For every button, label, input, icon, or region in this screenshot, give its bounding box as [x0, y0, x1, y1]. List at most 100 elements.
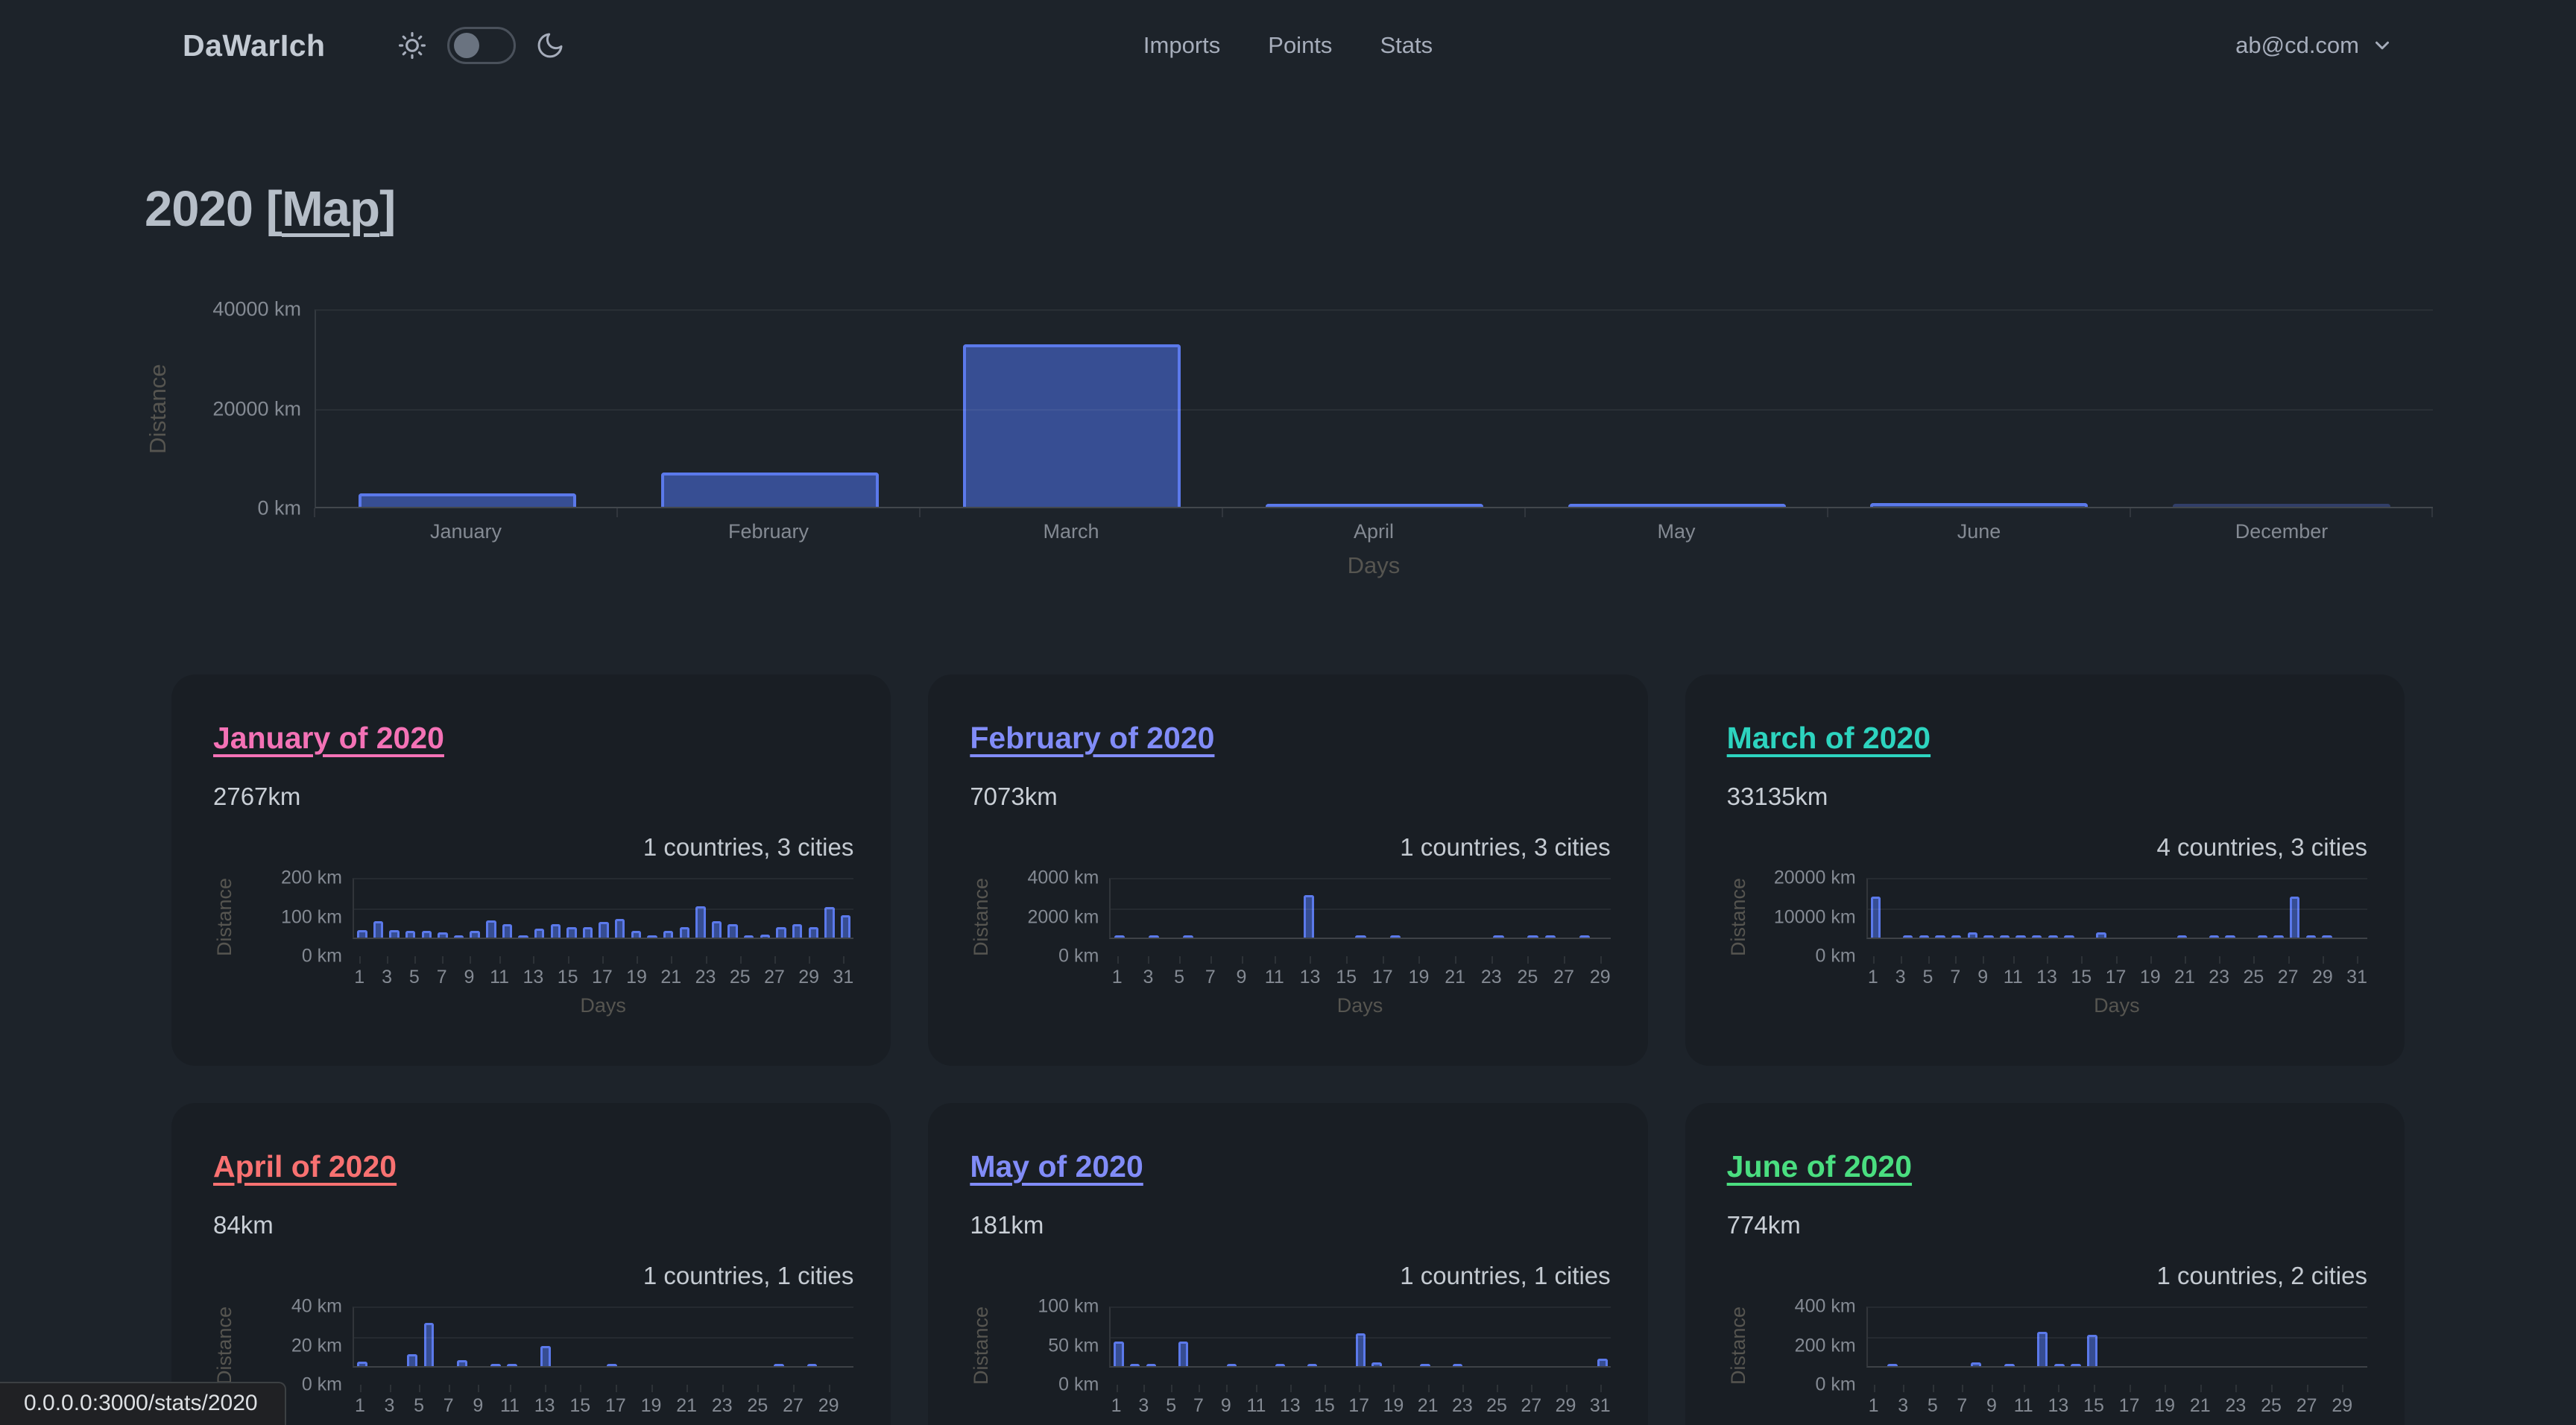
bar: [1903, 935, 1913, 938]
x-tick-label: [2104, 1385, 2119, 1417]
nav-item-points[interactable]: Points: [1268, 32, 1333, 58]
bar: [1226, 1364, 1237, 1366]
x-tick-label: [1187, 956, 1203, 988]
y-tick-label: 20 km: [291, 1335, 342, 1356]
bar-slot: [2012, 879, 2029, 938]
x-axis-title: Days: [2094, 994, 2140, 1017]
bar-slot: [1449, 1308, 1465, 1366]
bar-slot: [644, 879, 660, 938]
bar-slot: [2206, 879, 2223, 938]
plot-area: [1866, 1306, 2367, 1368]
month-link[interactable]: May of 2020: [970, 1149, 1143, 1184]
x-tick-label: 25: [2261, 1385, 2282, 1417]
bar-slot: [789, 879, 806, 938]
y-tick-label: 200 km: [281, 867, 342, 888]
x-tick-label: 13: [2048, 1385, 2068, 1417]
status-url: 0.0.0.0:3000/stats/2020: [0, 1382, 286, 1425]
x-tick-label: 15: [569, 1385, 590, 1417]
month-link[interactable]: June of 2020: [1726, 1149, 1913, 1184]
nav-item-imports[interactable]: Imports: [1143, 32, 1221, 58]
x-axis-title: Days: [1347, 552, 1401, 578]
nav-item-stats[interactable]: Stats: [1380, 32, 1433, 58]
x-tick-label: [2333, 956, 2346, 988]
app-logo: DaWarIch: [183, 28, 326, 63]
bar-slot: [1386, 879, 1404, 938]
month-link[interactable]: February of 2020: [970, 721, 1215, 755]
x-tick-label: 27: [2278, 956, 2299, 988]
x-tick-label: [1429, 956, 1445, 988]
bar-slot: [316, 311, 619, 507]
bar: [2257, 935, 2268, 938]
theme-switch[interactable]: [446, 27, 516, 64]
bar: [358, 493, 576, 507]
bar-slot: [596, 879, 612, 938]
theme-toggle[interactable]: [397, 27, 565, 64]
x-tick-label: [1881, 1385, 1895, 1417]
bar: [660, 472, 879, 507]
x-tick-label: 23: [712, 1385, 733, 1417]
account-menu[interactable]: ab@cd.com: [2235, 32, 2393, 59]
x-tick-label: [1963, 956, 1976, 988]
bar-slot: [1594, 1308, 1611, 1366]
bar: [421, 930, 432, 938]
x-tick-label: 1: [1109, 1385, 1123, 1417]
x-tick-label: 19: [1409, 956, 1429, 988]
x-tick-label: 21: [2174, 956, 2195, 988]
x-tick-label: [2033, 1385, 2048, 1417]
bar-slot: [1224, 1308, 1240, 1366]
x-tick-label: [1910, 1385, 1925, 1417]
x-tick-label: [839, 1385, 854, 1417]
y-tick-label: 40000 km: [212, 297, 301, 320]
bar-slot: [1900, 879, 1916, 938]
bar: [1148, 935, 1160, 938]
bar: [1114, 935, 1126, 938]
x-tick-label: [366, 956, 379, 988]
bar-slot: [628, 879, 645, 938]
x-tick-label: [2317, 1385, 2332, 1417]
x-tick-label: 31: [2346, 956, 2367, 988]
x-tick-label: 3: [382, 1385, 397, 1417]
x-tick-label: 21: [676, 1385, 697, 1417]
bar-slot: [1541, 879, 1559, 938]
x-tick-label: [2211, 1385, 2226, 1417]
bar-slot: [402, 879, 419, 938]
x-tick-label: [1233, 1385, 1246, 1417]
x-tick-label: 11: [500, 1385, 520, 1417]
month-link[interactable]: April of 2020: [213, 1149, 397, 1184]
bar-slot: [676, 879, 692, 938]
bar: [760, 935, 771, 938]
bar: [1265, 504, 1484, 507]
x-tick-label: 23: [1452, 1385, 1473, 1417]
map-link[interactable]: Map: [282, 181, 380, 237]
x-tick-label: [2229, 956, 2243, 988]
bar-slot: [921, 311, 1223, 507]
bar: [1597, 1358, 1608, 1366]
bar: [744, 935, 754, 938]
bar-slot: [487, 1308, 504, 1366]
x-tick-label: [1502, 956, 1518, 988]
x-tick-label: 1: [1109, 956, 1125, 988]
account-email: ab@cd.com: [2235, 32, 2359, 58]
x-axis-title: Days: [1866, 1423, 2367, 1425]
x-tick-label: 21: [660, 956, 681, 988]
month-link[interactable]: March of 2020: [1726, 721, 1931, 755]
bar: [1146, 1364, 1157, 1366]
x-tick-label: [716, 956, 729, 988]
x-tick-label: 7: [441, 1385, 456, 1417]
x-tick-label: [2068, 1385, 2083, 1417]
y-tick-label: 0 km: [1058, 945, 1099, 967]
month-link[interactable]: January of 2020: [213, 721, 444, 755]
x-axis-ticks: 1 3 5 7 9 11 13 15 17 19 21 23 25 27 29 31: [1866, 956, 2367, 988]
y-axis-title: Distance: [970, 878, 993, 957]
month-distance: 33135km: [1726, 783, 1828, 810]
x-tick-label: 21: [2190, 1385, 2211, 1417]
x-tick-label: 5: [1925, 1385, 1940, 1417]
x-tick-label: 9: [1984, 1385, 1999, 1417]
x-tick-label: [733, 1385, 748, 1417]
bar: [2273, 935, 2284, 938]
x-tick-label: 17: [605, 1385, 626, 1417]
bar-slot: [564, 879, 580, 938]
y-tick-label: 0 km: [1815, 945, 1856, 967]
x-tick-label: 27: [2296, 1385, 2317, 1417]
bar-slot: [1368, 1308, 1385, 1366]
